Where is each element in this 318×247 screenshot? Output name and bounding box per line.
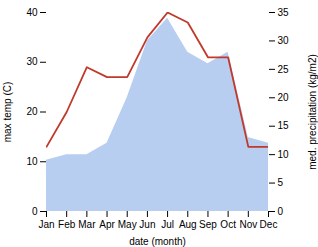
- svg-text:Jul: Jul: [161, 219, 174, 230]
- svg-text:date (month): date (month): [129, 236, 186, 247]
- svg-text:30: 30: [278, 35, 290, 46]
- svg-text:20: 20: [278, 92, 290, 103]
- svg-text:25: 25: [278, 64, 290, 75]
- svg-text:40: 40: [26, 7, 38, 18]
- svg-text:Jun: Jun: [139, 219, 155, 230]
- svg-text:0: 0: [32, 206, 38, 217]
- svg-text:Mar: Mar: [78, 219, 96, 230]
- svg-text:Feb: Feb: [58, 219, 76, 230]
- svg-text:10: 10: [26, 156, 38, 167]
- svg-text:35: 35: [278, 7, 290, 18]
- svg-text:Sep: Sep: [199, 219, 217, 230]
- svg-text:0: 0: [278, 206, 284, 217]
- svg-text:20: 20: [26, 106, 38, 117]
- svg-text:30: 30: [26, 56, 38, 67]
- svg-text:10: 10: [278, 149, 290, 160]
- svg-text:Jan: Jan: [38, 219, 54, 230]
- svg-text:med. precipitation (kg/m2): med. precipitation (kg/m2): [307, 54, 318, 170]
- svg-text:Dec: Dec: [260, 219, 278, 230]
- svg-text:Nov: Nov: [239, 219, 257, 230]
- svg-text:5: 5: [278, 177, 284, 188]
- svg-text:15: 15: [278, 120, 290, 131]
- svg-text:max temp (C): max temp (C): [2, 82, 13, 143]
- svg-text:Apr: Apr: [99, 219, 115, 230]
- svg-text:Oct: Oct: [220, 219, 236, 230]
- svg-text:Aug: Aug: [179, 219, 197, 230]
- svg-text:May: May: [118, 219, 137, 230]
